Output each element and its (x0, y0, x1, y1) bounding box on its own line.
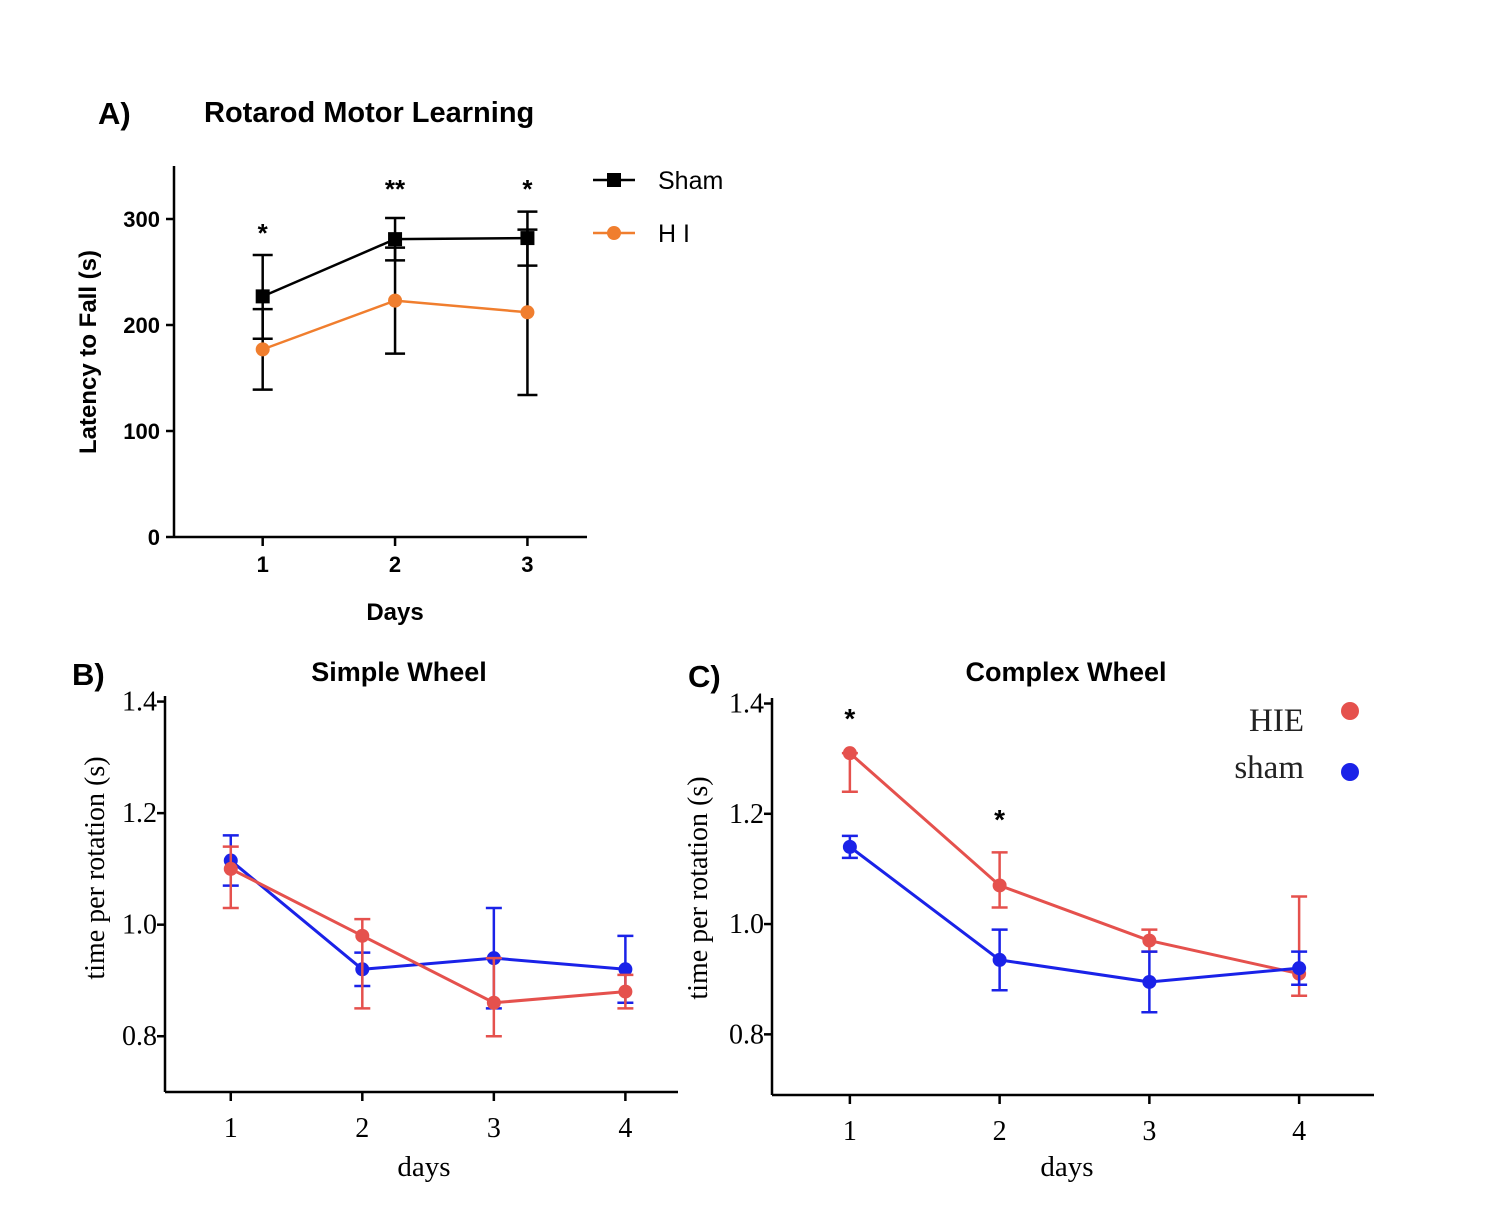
panel-b-series-2-point (486, 995, 501, 1010)
panel-a-y-tick-label: 300 (123, 207, 160, 232)
panel-a-series-sham-point (255, 289, 270, 304)
panel-b-title: Simple Wheel (311, 657, 487, 687)
panel-a-series-h-i-point (520, 305, 535, 320)
panel-b-plot-area: 0.8 1.0 1.2 1.4 1 2 3 4 (122, 687, 678, 1144)
panel-a-legend: Sham H I (593, 167, 723, 248)
panel-c-series-sham-point (992, 952, 1007, 967)
panel-c-series-hie-line (848, 752, 1300, 976)
panel-c-y-tick-label: 1.0 (729, 909, 764, 940)
panel-a-y-tick-label: 100 (123, 419, 160, 444)
panel-b-series-2-point (618, 984, 633, 999)
panel-a-legend-sham-label: Sham (658, 167, 723, 195)
panel-a-significance-marker: * (258, 218, 269, 248)
panel-c-series-sham-line (848, 845, 1300, 984)
panel-a-x-tick-label: 2 (389, 552, 401, 577)
panel-c-significance-marker: * (994, 804, 1005, 835)
panel-a-significance-marker: ** (385, 174, 406, 204)
panel-c-series-sham-point (842, 839, 857, 854)
panel-c-x-tick-label: 2 (993, 1116, 1007, 1147)
panel-a-x-axis-label: Days (366, 599, 423, 626)
panel-a-y-axis-label: Latency to Fall (s) (75, 250, 102, 454)
panel-a-label: A) (98, 96, 131, 131)
panel-c-legend: HIE sham (1234, 702, 1359, 786)
panel-c-x-tick-label: 1 (843, 1116, 857, 1147)
panel-c-y-axis-label: time per rotation (s) (683, 776, 714, 999)
panel-c-x-axis-label: days (1040, 1151, 1093, 1183)
panel-c-series-hie-point (842, 746, 857, 761)
panel-b-y-tick-label: 0.8 (122, 1021, 157, 1052)
panel-b-y-tick-label: 1.2 (122, 798, 157, 829)
panel-b-y-axis-label: time per rotation (s) (80, 756, 111, 979)
panel-b-x-tick-label: 1 (224, 1113, 238, 1144)
panel-a-legend-h-i-swatch-marker (607, 226, 621, 240)
panel-c-legend-hie-swatch-marker (1341, 702, 1359, 720)
panel-a-y-tick-label: 0 (148, 525, 160, 550)
panel-c-significance-marker: * (844, 703, 855, 734)
panel-b-y-tick-label: 1.0 (122, 910, 157, 941)
panel-a-y-tick-label: 200 (123, 313, 160, 338)
panel-b-series-2-line (230, 867, 626, 1005)
panel-b-label: B) (72, 657, 105, 692)
panel-c-complex-wheel-chart: C) Complex Wheel days time per rotation … (683, 657, 1374, 1183)
panel-a-legend-sham-swatch-marker (607, 173, 621, 187)
panel-a-x-tick-label: 3 (521, 552, 533, 577)
panel-a-rotarod-chart: A) Rotarod Motor Learning Days Latency t… (75, 96, 723, 626)
panel-b-series-1-point (618, 962, 633, 977)
panel-a-title: Rotarod Motor Learning (204, 97, 534, 129)
panel-c-series-hie-point (1142, 933, 1157, 948)
panel-c-legend-hie-label: HIE (1249, 703, 1304, 739)
panel-c-y-tick-label: 1.2 (729, 799, 764, 830)
panel-c-y-tick-label: 0.8 (729, 1019, 764, 1050)
panel-c-title: Complex Wheel (965, 657, 1166, 687)
panel-b-series-2-point (355, 928, 370, 943)
panel-a-series-h-i-point (388, 293, 403, 308)
panel-b-simple-wheel-chart: B) Simple Wheel days time per rotation (… (72, 657, 678, 1183)
panel-c-series-sham-point (1142, 974, 1157, 989)
panel-c-x-tick-label: 3 (1142, 1116, 1156, 1147)
panel-a-significance-marker: * (522, 174, 533, 204)
panel-c-legend-sham-swatch-marker (1341, 763, 1359, 781)
panel-b-x-tick-label: 4 (618, 1113, 632, 1144)
panel-b-x-tick-label: 2 (355, 1113, 369, 1144)
panel-b-series-1-line (229, 859, 626, 971)
panel-a-series-h-i-point (255, 342, 270, 357)
panel-a-x-tick-label: 1 (257, 552, 269, 577)
panel-a-series-sham-point (388, 232, 403, 247)
panel-b-x-tick-label: 3 (487, 1113, 501, 1144)
panel-c-plot-area: 0.8 1.0 1.2 1.4 1 2 3 4 * * (729, 689, 1374, 1147)
panel-a-legend-h-i-label: H I (658, 220, 690, 248)
panel-b-series-2-point (223, 861, 238, 876)
panel-c-label: C) (688, 659, 721, 694)
panel-b-x-axis-label: days (397, 1151, 450, 1183)
panel-c-series-hie-point (992, 878, 1007, 893)
panel-c-x-tick-label: 4 (1292, 1116, 1306, 1147)
panel-c-legend-sham-label: sham (1234, 750, 1304, 786)
panel-b-y-tick-label: 1.4 (122, 687, 157, 718)
panel-c-y-tick-label: 1.4 (729, 689, 764, 720)
panel-c-series-sham-point (1292, 961, 1307, 976)
